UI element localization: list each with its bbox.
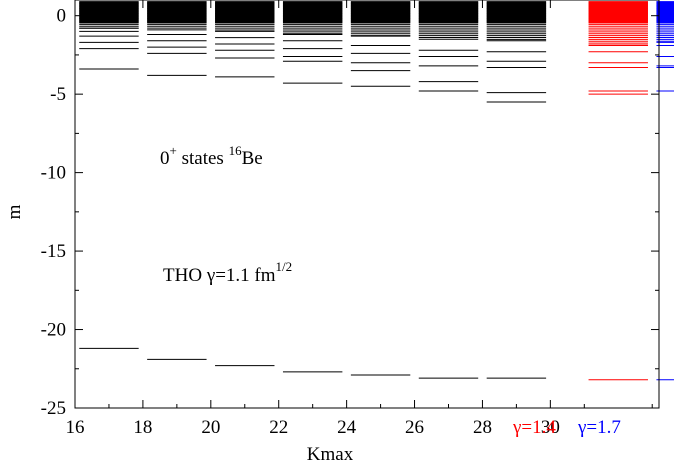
level-column-5 — [418, 1, 479, 379]
x-tick-label: 24 — [337, 417, 357, 438]
y-tick-label: 0 — [57, 6, 67, 27]
annotation-tho-gamma: γ — [206, 265, 215, 286]
label-gamma-1-7-symbol: γ — [577, 417, 586, 438]
x-tick-label: 26 — [405, 417, 424, 438]
x-ticks: 16 18 20 22 24 26 28 30 — [66, 0, 653, 438]
annotation-states: 0+ states 16Be — [160, 143, 263, 169]
level-column-4 — [350, 1, 411, 376]
annotation-tho-value: =1.1 fm — [215, 265, 276, 286]
x-tick-label: 16 — [66, 417, 85, 438]
annotation-states-sup: + — [170, 143, 177, 158]
annotation-tho-prefix: THO — [163, 265, 207, 286]
level-column-6 — [486, 1, 547, 379]
x-tick-label: 20 — [201, 417, 220, 438]
level-column-1 — [147, 1, 207, 360]
level-column-0 — [79, 1, 139, 349]
plot-marks — [79, 1, 674, 381]
x-axis-title: Kmax — [307, 444, 354, 465]
y-tick-label: -20 — [41, 320, 66, 341]
dense-band-2 — [215, 1, 275, 24]
x-tick-label: 22 — [269, 417, 288, 438]
y-tick-label: -5 — [50, 84, 66, 105]
x-tick-label: 30 — [541, 417, 560, 438]
dense-band-1 — [147, 1, 207, 24]
annotation-states-mid: states — [177, 148, 229, 169]
level-column-7 — [588, 1, 648, 381]
x-tick-label: 28 — [473, 417, 492, 438]
level-column-8 — [656, 1, 674, 381]
level-column-2 — [215, 1, 275, 367]
y-tick-label: -10 — [41, 163, 66, 184]
dense-band-4 — [350, 1, 411, 24]
label-gamma-1-7: γ=1.7 — [577, 417, 621, 438]
y-axis-title: m — [4, 204, 25, 219]
dense-band-3 — [282, 1, 343, 24]
annotation-states-prefix: 0 — [160, 148, 170, 169]
label-gamma-1-4: γ=1.4 — [512, 417, 556, 438]
label-gamma-1-4-value: =1.4 — [521, 417, 556, 438]
plot-frame — [74, 0, 660, 409]
label-gamma-1-4-symbol: γ — [512, 417, 521, 438]
level-column-3 — [282, 1, 343, 373]
y-tick-label: -25 — [41, 398, 66, 419]
dense-band-7 — [588, 1, 648, 24]
annotation-isotope-sup: 16 — [229, 143, 243, 158]
dense-band-0 — [79, 1, 139, 24]
annotation-tho: THO γ=1.1 fm1/2 — [163, 259, 292, 286]
dense-band-8 — [656, 1, 674, 24]
y-tick-label: -15 — [41, 241, 66, 262]
dense-band-6 — [486, 1, 547, 24]
annotation-tho-sup: 1/2 — [276, 259, 293, 274]
annotation-isotope: Be — [242, 148, 263, 169]
x-tick-label: 18 — [133, 417, 152, 438]
dense-band-5 — [418, 1, 479, 24]
y-ticks: 0 -5 -10 -15 -20 -25 — [41, 6, 659, 419]
label-gamma-1-7-value: =1.7 — [586, 417, 620, 438]
